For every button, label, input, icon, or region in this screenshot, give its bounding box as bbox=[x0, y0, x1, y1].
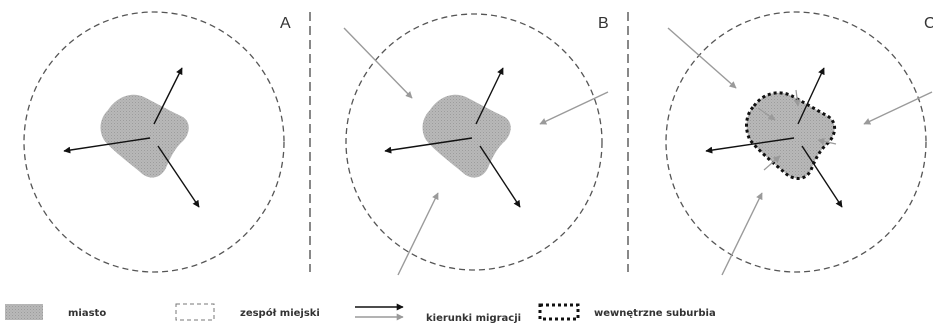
panel-b-inward-arrow bbox=[343, 27, 413, 99]
panel-c-inward-arrow bbox=[721, 192, 763, 276]
panel-b-letter: B bbox=[598, 15, 609, 32]
panel-c-suburbia-arrow bbox=[757, 107, 776, 121]
panel-b-inward-arrow bbox=[539, 91, 609, 125]
panel-b-inward-arrow bbox=[397, 192, 439, 276]
panel-a-outward-arrow bbox=[153, 67, 183, 125]
panel-c-outward-arrow bbox=[797, 67, 825, 125]
legend-agglomeration-label: zespół miejski bbox=[240, 307, 320, 319]
panel-a: A bbox=[23, 11, 291, 273]
panel-b-outward-arrow bbox=[479, 145, 521, 208]
panel-b-outward-arrow bbox=[384, 137, 473, 154]
panel-b-city-shape bbox=[422, 94, 511, 178]
panel-c-suburbia-arrow bbox=[817, 137, 837, 145]
panel-c-suburbia-arrow bbox=[793, 89, 801, 107]
panel-c-inward-arrow bbox=[667, 27, 737, 89]
legend-city-swatch bbox=[5, 304, 43, 320]
legend-migration-label: kierunki migracji bbox=[426, 313, 521, 324]
panel-a-outward-arrow bbox=[157, 145, 200, 208]
legend-suburbia-label: wewnętrzne suburbia bbox=[594, 308, 716, 319]
panel-c-inward-arrow bbox=[863, 91, 933, 125]
panel-c-outward-arrow bbox=[705, 137, 795, 154]
panel-a-outward-arrow bbox=[63, 137, 151, 154]
panel-b-outward-arrow bbox=[475, 67, 504, 125]
panel-c-outward-arrow bbox=[801, 145, 843, 208]
legend-city-label: miasto bbox=[68, 308, 106, 319]
panel-c-letter: C bbox=[924, 15, 933, 32]
legend-suburbia-swatch bbox=[538, 303, 580, 321]
panel-a-city-shape bbox=[100, 94, 189, 178]
panel-a-letter: A bbox=[280, 15, 291, 32]
panel-c-agglomeration-circle bbox=[665, 11, 927, 273]
panel-b: B bbox=[343, 13, 609, 276]
legend-agglomeration-swatch bbox=[175, 303, 215, 321]
legend: miasto zespół miejski kierunki migracji … bbox=[5, 303, 716, 324]
panel-c: C bbox=[665, 11, 933, 276]
panel-c-suburbia-arrow bbox=[763, 155, 781, 171]
panel-c-city-suburbia-shape bbox=[745, 91, 836, 180]
panel-b-agglomeration-circle bbox=[345, 13, 603, 271]
panel-a-agglomeration-circle bbox=[23, 11, 285, 273]
